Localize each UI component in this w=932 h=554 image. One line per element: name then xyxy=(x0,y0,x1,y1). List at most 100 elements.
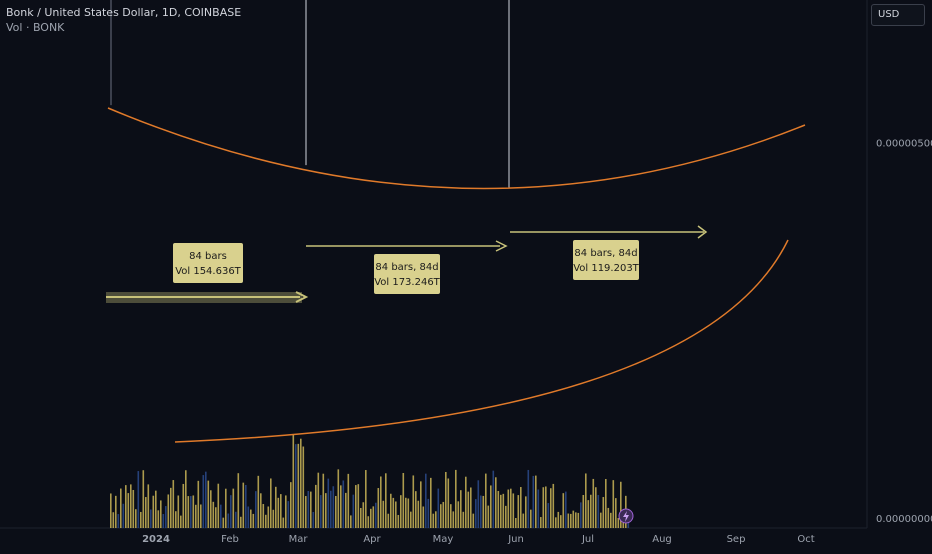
volume-bar xyxy=(512,493,515,528)
volume-bar xyxy=(615,498,617,528)
volume-bar xyxy=(385,473,387,528)
volume-bar xyxy=(407,498,410,528)
volume-bar xyxy=(275,486,277,528)
range-label-box xyxy=(573,240,639,280)
volume-bar xyxy=(305,496,307,528)
volume-bar xyxy=(427,498,430,528)
volume-bar xyxy=(605,478,607,528)
volume-bar xyxy=(537,489,540,528)
volume-bar xyxy=(367,516,370,528)
volume-bar xyxy=(470,487,472,528)
volume-bar xyxy=(310,491,312,528)
volume-bar xyxy=(112,512,115,528)
x-tick-label: Apr xyxy=(363,534,381,545)
volume-bar xyxy=(285,495,287,528)
volume-bar xyxy=(510,488,512,528)
volume-bar xyxy=(185,470,187,528)
volume-bar xyxy=(110,493,112,528)
volume-bar xyxy=(345,492,347,528)
volume-bar xyxy=(297,443,300,528)
volume-bar xyxy=(175,511,177,528)
volume-bar xyxy=(522,513,525,528)
volume-bar xyxy=(452,511,455,528)
volume-bar xyxy=(380,476,382,528)
volume-bar xyxy=(447,478,450,528)
volume-bar xyxy=(255,491,257,528)
volume-bar xyxy=(120,488,122,528)
volume-bar xyxy=(237,473,240,528)
range-label-bars: 84 bars, 84d xyxy=(574,248,637,259)
volume-bar xyxy=(542,487,545,528)
volume-bar xyxy=(262,504,265,528)
volume-bar xyxy=(387,513,390,528)
volume-bar xyxy=(157,510,160,528)
x-tick-label: Aug xyxy=(652,534,672,545)
x-tick-label: May xyxy=(433,534,454,545)
volume-bar xyxy=(500,494,502,528)
volume-bar xyxy=(302,446,305,528)
volume-bar xyxy=(550,488,552,528)
volume-bar xyxy=(325,493,327,528)
volume-bar xyxy=(202,475,205,528)
volume-bar xyxy=(197,480,200,528)
volume-bar xyxy=(585,473,587,528)
volume-bar xyxy=(377,488,380,528)
volume-bar xyxy=(200,504,202,528)
volume-bar xyxy=(372,506,375,528)
volume-bar xyxy=(222,517,225,528)
x-tick-label: Jun xyxy=(507,534,524,545)
volume-bar xyxy=(572,510,575,528)
lower-arc-curve xyxy=(174,239,789,443)
chart-title: Bonk / United States Dollar, 1D, COINBAS… xyxy=(6,6,242,19)
currency-button[interactable]: USD xyxy=(871,4,925,26)
volume-bar xyxy=(212,501,215,528)
y-tick-label: 0.00000500 xyxy=(876,139,932,150)
volume-bar xyxy=(355,485,357,528)
volume-bar xyxy=(370,508,372,528)
x-tick-label: 2024 xyxy=(142,534,170,545)
volume-bar xyxy=(562,493,565,528)
volume-bar xyxy=(167,494,170,528)
volume-bar xyxy=(330,490,332,528)
volume-bar xyxy=(332,486,335,528)
volume-bar xyxy=(620,481,622,528)
volume-bar xyxy=(140,511,142,528)
volume-bar xyxy=(375,502,377,528)
volume-bar xyxy=(215,507,217,528)
range-label-box xyxy=(173,243,243,283)
projection-arrowhead-3 xyxy=(697,225,708,239)
volume-bar xyxy=(520,487,522,528)
volume-bar xyxy=(227,513,230,528)
volume-bar xyxy=(412,475,415,528)
volume-bar xyxy=(132,489,135,528)
volume-bar xyxy=(260,493,262,528)
volume-bar xyxy=(612,480,615,528)
volume-bar xyxy=(205,471,207,528)
volume-bar xyxy=(192,495,195,528)
volume-bar xyxy=(152,495,155,528)
volume-bar xyxy=(557,511,560,528)
volume-bar xyxy=(607,507,610,528)
volume-bar xyxy=(545,486,547,528)
volume-bar xyxy=(165,506,167,528)
volume-bar xyxy=(472,513,475,528)
volume-bar xyxy=(252,513,255,528)
volume-bar xyxy=(397,514,400,528)
volume-bar xyxy=(587,500,590,528)
range-label-volume: Vol 154.636T xyxy=(175,266,241,277)
volume-bar xyxy=(160,500,162,528)
volume-bar xyxy=(505,505,507,528)
volume-bar xyxy=(295,444,297,528)
volume-bar xyxy=(592,478,595,528)
volume-bar xyxy=(497,490,500,528)
volume-indicator-label: Vol · BONK xyxy=(6,21,65,34)
volume-bar xyxy=(485,473,487,528)
range-label-bars: 84 bars xyxy=(189,251,227,262)
volume-bar xyxy=(600,512,602,528)
volume-bar xyxy=(245,484,247,528)
volume-bar xyxy=(487,505,490,528)
volume-bar xyxy=(177,495,180,528)
volume-bar xyxy=(322,473,325,528)
volume-bar xyxy=(335,495,337,528)
